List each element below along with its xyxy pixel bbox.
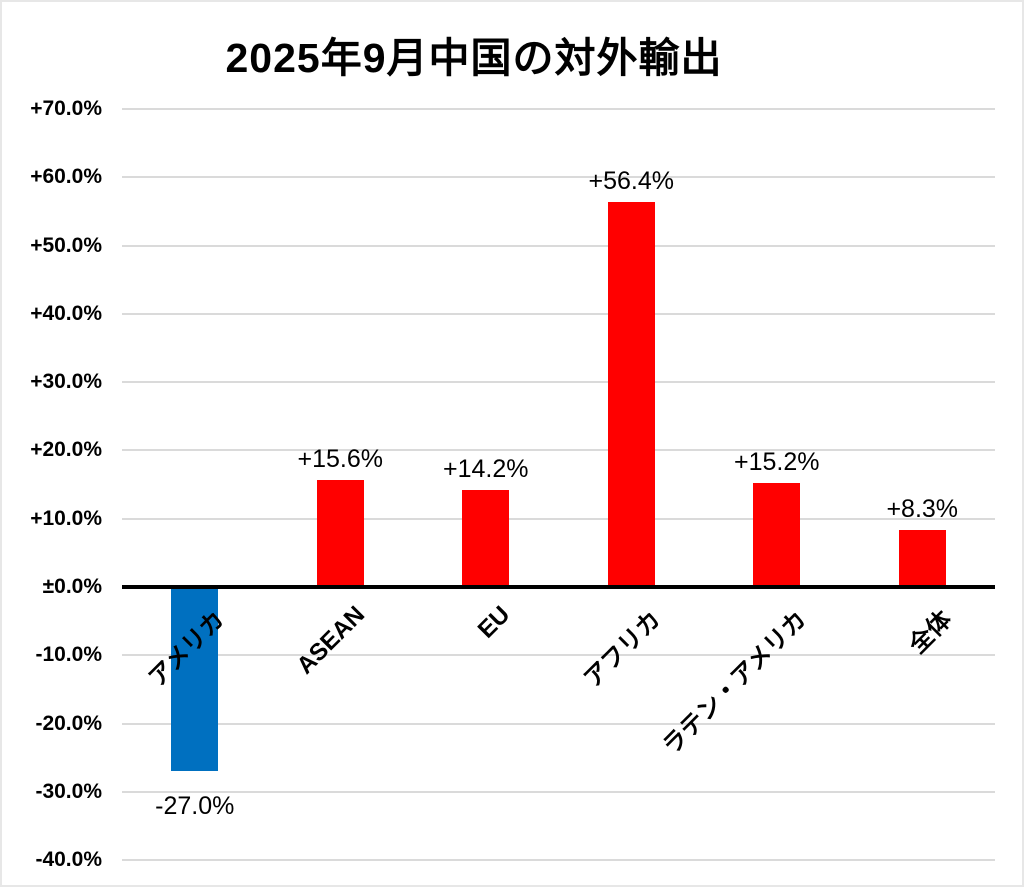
y-axis-tick-label: +10.0% [30,506,102,530]
gridline [122,517,995,520]
y-axis-tick-label: +40.0% [30,301,102,325]
gridline [122,312,995,315]
y-axis-tick-label: +20.0% [30,438,102,462]
gridline [122,722,995,725]
y-axis-tick-label: +30.0% [30,370,102,394]
bar-data-label: -27.0% [155,792,235,821]
bar [753,483,801,587]
y-axis-tick-label: +70.0% [30,96,102,120]
bar-data-label: +56.4% [588,166,675,195]
bar-data-label: +15.2% [734,448,820,477]
x-axis-category-label: 全体 [904,605,958,659]
chart-title: 2025年9月中国の対外輸出 [225,35,723,81]
y-axis-tick-label: +60.0% [30,165,102,189]
bar-data-label: +14.2% [443,455,529,483]
x-axis-category-label: ラテン・アメリカ [657,605,812,760]
gridline [122,381,995,384]
gridline [122,176,995,179]
gridline [122,107,995,110]
x-axis-category-label: EU [473,601,516,644]
bar [171,587,219,772]
y-axis-tick-label: ±0.0% [42,575,102,598]
y-axis-tick-label: +50.0% [30,233,102,257]
bar-data-label: +15.6% [297,445,384,474]
bar-data-label: +8.3% [886,495,959,524]
x-axis-category-label: ASEAN [291,601,371,680]
y-axis-tick-label: -10.0% [35,643,102,667]
bar [607,201,655,587]
x-axis-category-label: アフリカ [579,605,667,693]
gridline [122,449,995,452]
bar [898,530,946,587]
x-axis-line [122,585,995,589]
bar [462,490,510,587]
gridline [122,244,995,247]
y-axis-tick-label: -40.0% [35,848,102,872]
y-axis-tick-label: -30.0% [35,779,102,803]
bar [316,480,364,587]
gridline [122,654,995,657]
gridline [122,790,995,793]
gridline [122,859,995,862]
y-axis-tick-label: -20.0% [35,711,102,735]
